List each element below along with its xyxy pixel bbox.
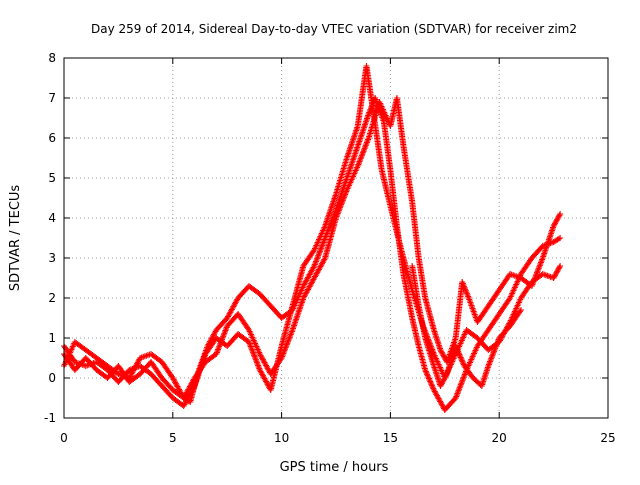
data-point	[556, 264, 563, 271]
y-tick-label: 7	[48, 91, 56, 105]
data-point	[459, 358, 466, 365]
data-point	[429, 384, 436, 391]
data-point	[429, 382, 436, 389]
data-point	[517, 308, 524, 315]
data-marks	[61, 63, 564, 413]
data-point	[455, 348, 462, 355]
data-point	[427, 378, 434, 385]
y-tick-label: 1	[48, 331, 56, 345]
y-tick-label: 2	[48, 291, 56, 305]
data-point	[425, 375, 432, 382]
data-point	[455, 350, 462, 357]
grid	[64, 58, 608, 418]
data-point	[456, 351, 463, 358]
data-point	[556, 212, 563, 219]
x-tick-label: 20	[492, 431, 507, 445]
data-point	[428, 381, 435, 388]
data-point	[557, 235, 564, 241]
data-point	[423, 369, 430, 376]
data-point	[190, 384, 197, 391]
data-point	[458, 357, 465, 364]
data-point	[422, 368, 429, 375]
data-point	[453, 345, 460, 352]
x-tick-label: 0	[60, 431, 68, 445]
data-point	[555, 235, 562, 242]
y-tick-label: 4	[48, 211, 56, 225]
data-point	[310, 264, 317, 271]
y-tick-label: -1	[44, 411, 56, 425]
y-tick-label: 5	[48, 171, 56, 185]
x-tick-label: 25	[600, 431, 615, 445]
data-point	[430, 385, 437, 392]
series-track-b	[61, 63, 564, 409]
x-tick-label: 10	[274, 431, 289, 445]
data-point	[424, 371, 431, 378]
data-point	[424, 372, 431, 379]
data-point	[457, 354, 464, 361]
y-tick-label: 0	[48, 371, 56, 385]
data-point	[457, 353, 464, 359]
series-track-c	[61, 95, 564, 401]
data-point	[422, 367, 429, 373]
data-point	[517, 307, 524, 313]
x-tick-label: 15	[383, 431, 398, 445]
data-point	[460, 360, 467, 367]
x-axis-label: GPS time / hours	[280, 460, 389, 475]
data-point	[557, 211, 564, 217]
data-point	[427, 379, 434, 386]
data-point	[321, 256, 328, 263]
data-point	[458, 355, 465, 362]
series-track-d	[409, 263, 524, 389]
data-point	[425, 374, 432, 381]
axis-ticks: 0 5 10 15 20 25 -1 0 1 2 3 4 5 6 7 8	[44, 51, 616, 445]
y-tick-label: 6	[48, 131, 56, 145]
plot-frame	[63, 57, 609, 419]
x-tick-label: 5	[169, 431, 177, 445]
y-tick-label: 3	[48, 251, 56, 265]
data-point	[557, 263, 564, 269]
chart-title: Day 259 of 2014, Sidereal Day-to-day VTE…	[91, 22, 577, 36]
y-tick-label: 8	[48, 51, 56, 65]
data-point	[452, 343, 459, 349]
data-point	[426, 377, 433, 383]
data-point	[454, 347, 461, 354]
data-point	[443, 372, 450, 379]
y-axis-label: SDTVAR / TECUs	[8, 185, 23, 292]
data-point	[453, 344, 460, 351]
